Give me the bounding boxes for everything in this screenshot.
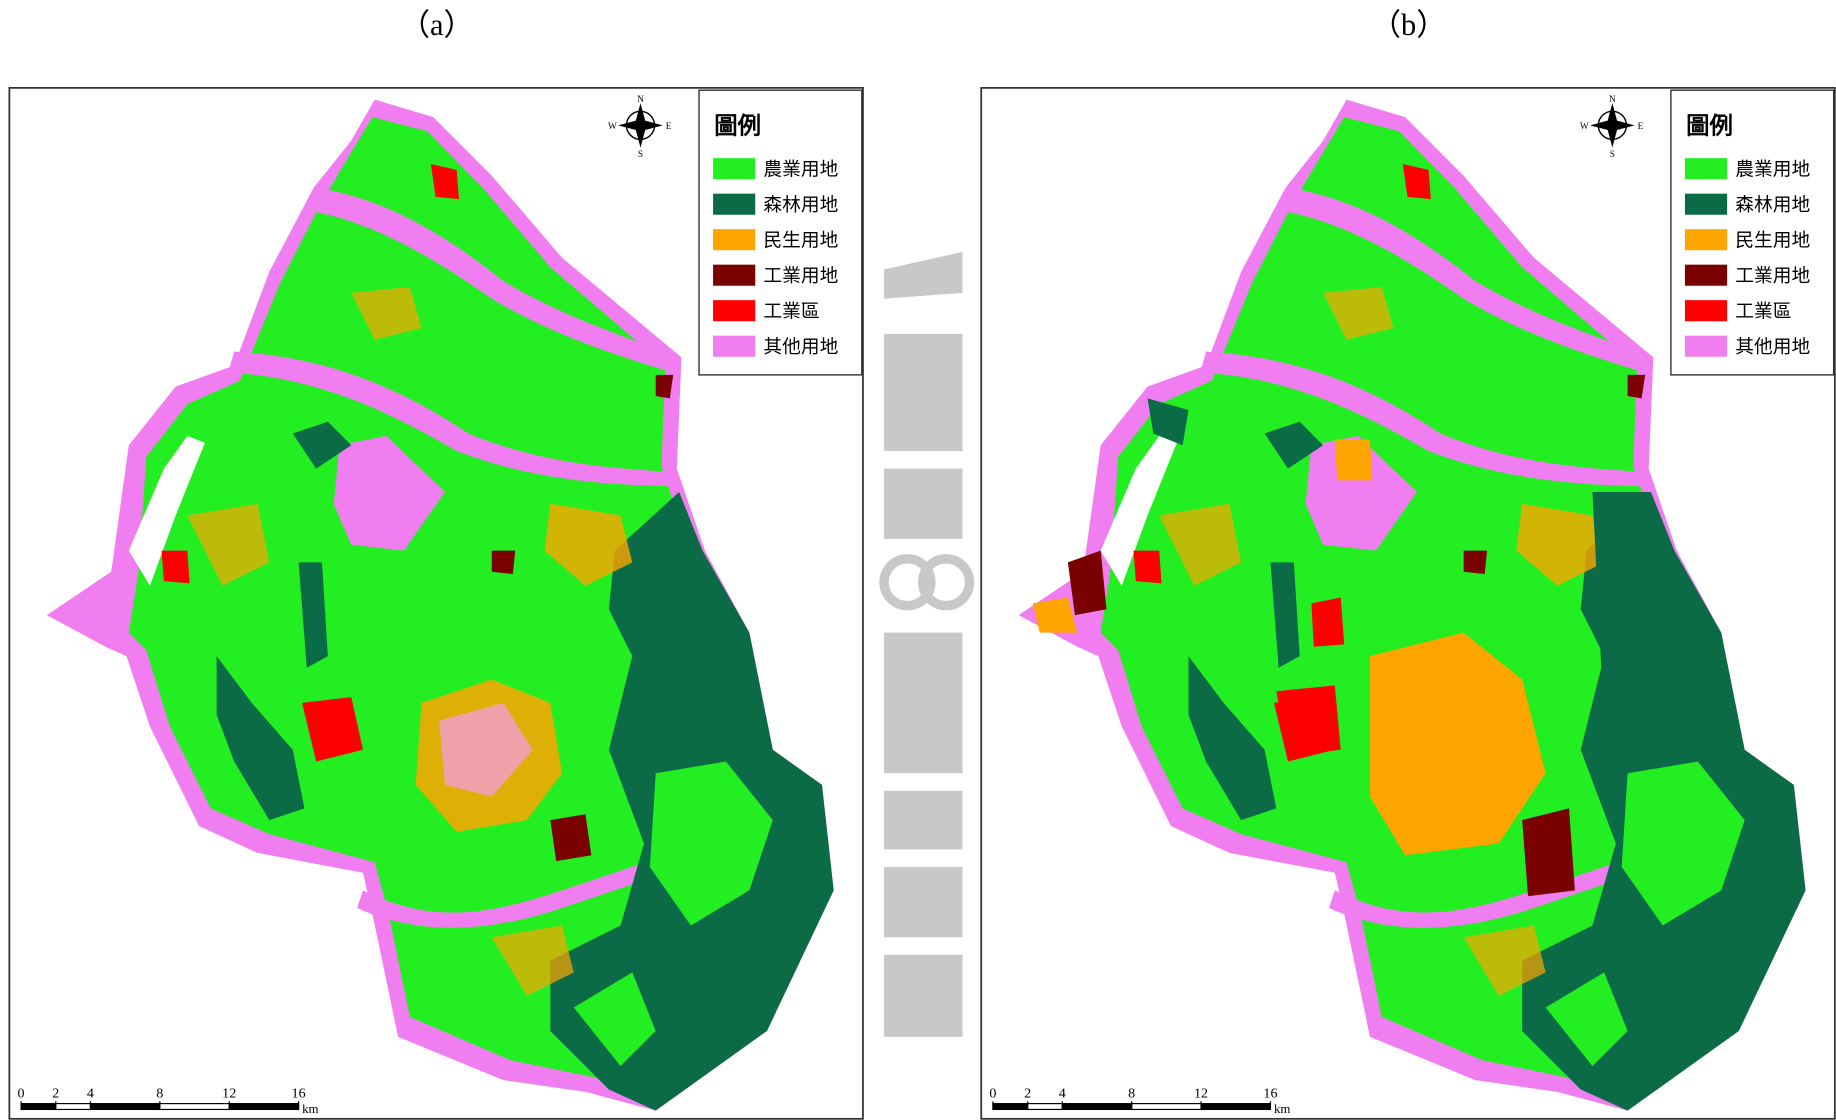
scale-segment (21, 1104, 56, 1110)
legend-title: 圖例 (714, 112, 761, 140)
legend-label: 農業用地 (763, 160, 838, 181)
figure: （a）NSWE圖例農業用地森林用地民生用地工業用地工業區其他用地02481216… (0, 0, 1836, 1120)
legend-swatch (713, 229, 755, 250)
compass-e: E (1638, 122, 1644, 132)
panel-label: （a） (400, 8, 474, 42)
scale-segment (993, 1104, 1028, 1110)
compass-s: S (1610, 150, 1615, 160)
legend-label: 民生用地 (1735, 231, 1810, 252)
legend-label: 工業區 (1735, 302, 1791, 323)
legend-swatch (1685, 194, 1727, 215)
scale-tick-label: 4 (1059, 1086, 1066, 1102)
legend-swatch (1685, 336, 1727, 357)
scale-segment (1062, 1104, 1131, 1110)
legend-swatch (713, 300, 755, 321)
legend-swatch (713, 265, 755, 286)
compass-n: N (1609, 95, 1616, 105)
legend-label: 工業用地 (763, 266, 838, 287)
scale-tick-label: 8 (156, 1086, 163, 1102)
legend-label: 農業用地 (1735, 160, 1810, 181)
legend-label: 森林用地 (1735, 195, 1810, 216)
scale-tick-label: 16 (292, 1086, 306, 1102)
scale-segment (56, 1104, 91, 1110)
scale-tick-label: 8 (1128, 1086, 1135, 1102)
compass-w: W (1580, 122, 1589, 132)
scale-segment (90, 1104, 159, 1110)
scale-tick-label: 0 (989, 1086, 996, 1102)
legend-swatch (1685, 265, 1727, 286)
compass-s: S (638, 150, 643, 160)
legend-label: 民生用地 (763, 231, 838, 252)
panel-label: （b） (1371, 8, 1447, 42)
scale-tick-label: 16 (1263, 1086, 1277, 1102)
scale-tick-label: 2 (1024, 1086, 1031, 1102)
watermark (884, 252, 969, 1037)
scale-segment (1132, 1104, 1201, 1110)
scale-tick-label: 2 (52, 1086, 59, 1102)
legend-label: 森林用地 (763, 195, 838, 216)
legend-label: 其他用地 (763, 337, 838, 358)
scale-segment (229, 1104, 298, 1110)
page: （a）NSWE圖例農業用地森林用地民生用地工業用地工業區其他用地02481216… (0, 0, 1836, 1120)
scale-tick-label: 0 (18, 1086, 25, 1102)
legend-swatch (1685, 158, 1727, 179)
legend-swatch (713, 336, 755, 357)
legend-title: 圖例 (1686, 112, 1733, 140)
scale-segment (1201, 1104, 1270, 1110)
legend-swatch (713, 194, 755, 215)
scale-segment (160, 1104, 229, 1110)
scale-unit: km (1274, 1102, 1290, 1116)
compass-w: W (608, 122, 617, 132)
scale-tick-label: 4 (87, 1086, 94, 1102)
legend-label: 其他用地 (1735, 337, 1810, 358)
legend-swatch (1685, 229, 1727, 250)
legend-label: 工業區 (763, 302, 819, 323)
compass-e: E (666, 122, 672, 132)
scale-unit: km (302, 1102, 318, 1116)
legend-swatch (713, 158, 755, 179)
scale-segment (1028, 1104, 1063, 1110)
compass-n: N (637, 95, 644, 105)
legend-label: 工業用地 (1735, 266, 1810, 287)
legend-swatch (1685, 300, 1727, 321)
scale-tick-label: 12 (222, 1086, 236, 1102)
scale-tick-label: 12 (1194, 1086, 1208, 1102)
